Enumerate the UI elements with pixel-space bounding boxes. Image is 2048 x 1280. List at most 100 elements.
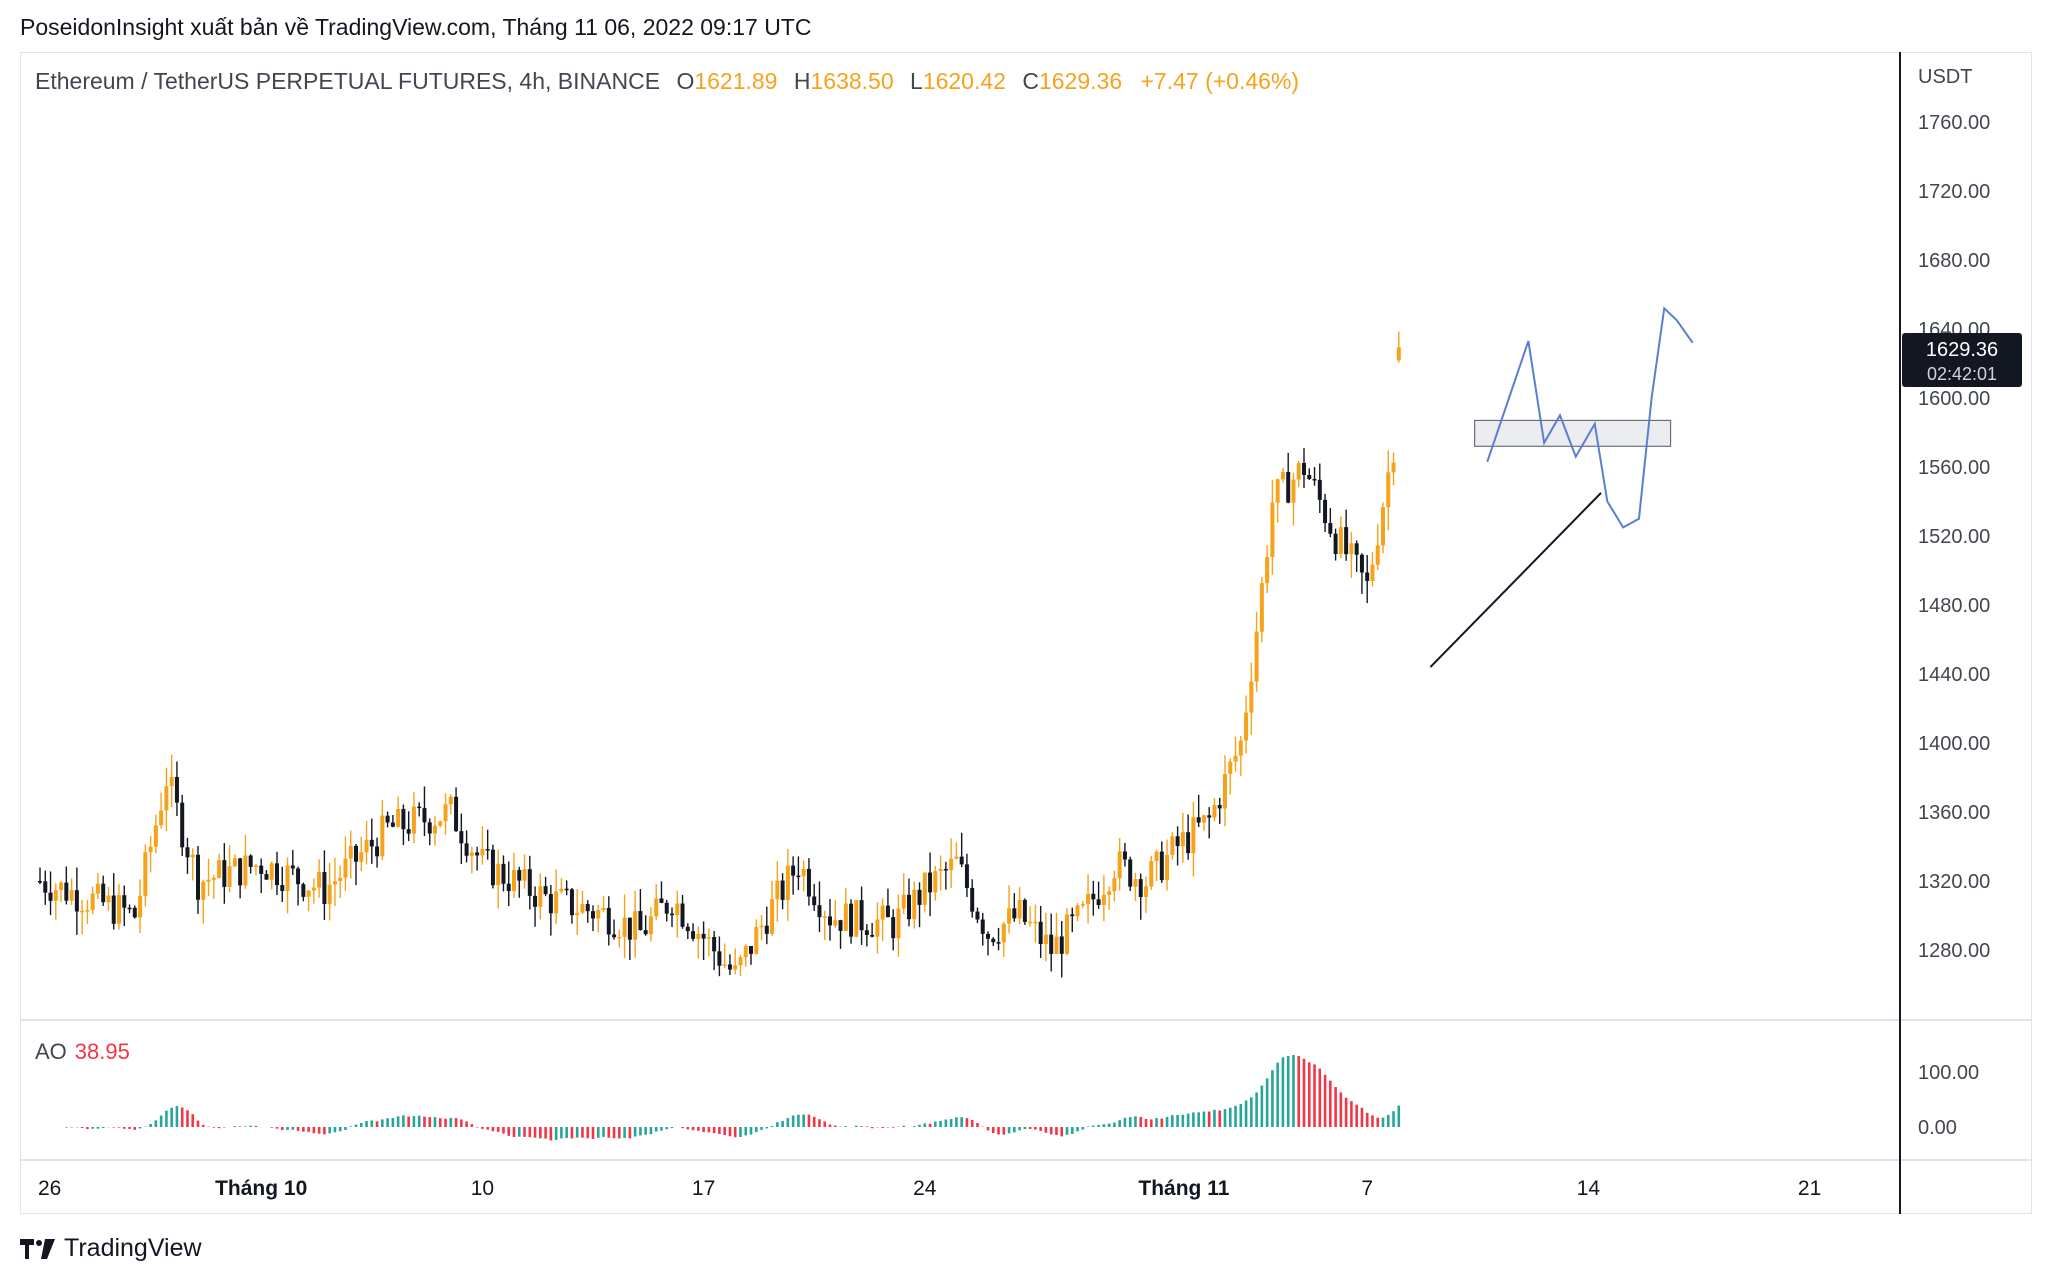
- price-axis: 1760.001720.001680.001640.001600.001560.…: [1918, 112, 1990, 962]
- candle-body: [238, 858, 243, 886]
- candle-body: [1159, 851, 1164, 881]
- candle-body: [459, 831, 464, 844]
- candle-body: [1138, 879, 1143, 897]
- candle-body: [59, 882, 64, 891]
- candle-body: [1217, 805, 1222, 809]
- candle-body: [396, 808, 401, 827]
- candle-body: [1312, 478, 1317, 481]
- candle-body: [933, 871, 938, 893]
- high-value: 1638.50: [810, 68, 894, 94]
- candle-body: [1317, 479, 1322, 500]
- candle-body: [322, 872, 327, 905]
- candle-body: [1391, 462, 1396, 473]
- candle-body: [485, 849, 490, 851]
- candle-body: [253, 865, 258, 868]
- candle-body: [870, 934, 875, 937]
- candle-body: [749, 945, 753, 954]
- ao-tick-label: 0.00: [1918, 1117, 1957, 1139]
- candle-body: [1359, 554, 1364, 573]
- candle-body: [680, 903, 685, 927]
- close-key: C: [1022, 68, 1039, 94]
- candle-body: [1180, 832, 1185, 847]
- candle-body: [1091, 893, 1096, 900]
- candle-body: [1007, 908, 1012, 924]
- candle-body: [364, 839, 369, 853]
- time-tick-label: 14: [1577, 1177, 1601, 1200]
- candle-body: [475, 852, 480, 856]
- candle-body: [907, 894, 911, 920]
- candle-body: [743, 945, 748, 958]
- high-key: H: [793, 68, 811, 94]
- candle-body: [1144, 886, 1148, 897]
- candle-body: [164, 786, 169, 811]
- time-tick-label: 17: [692, 1177, 715, 1200]
- candle-body: [854, 900, 859, 937]
- annotations: [1429, 306, 1694, 668]
- candle-body: [1101, 894, 1106, 905]
- last-price-label: 1629.36: [1926, 339, 1998, 361]
- candle-body: [1043, 934, 1048, 945]
- candle-body: [1333, 533, 1338, 554]
- candle-body: [780, 880, 785, 900]
- candle-body: [417, 806, 422, 809]
- candle-body: [1254, 631, 1259, 682]
- candle-body: [385, 815, 390, 823]
- candle-body: [1154, 851, 1159, 862]
- candle-body: [1175, 836, 1180, 847]
- candle-body: [269, 863, 274, 880]
- candle-body: [338, 877, 343, 882]
- candle-body: [1375, 545, 1380, 565]
- candle-body: [764, 925, 769, 934]
- candle-body: [80, 910, 85, 913]
- candle-body: [1233, 755, 1238, 762]
- candle-body: [612, 934, 617, 938]
- candle-body: [259, 865, 264, 874]
- candle-body: [964, 864, 969, 888]
- candle-body: [74, 890, 79, 912]
- candle-body: [654, 898, 659, 917]
- candle-body: [217, 860, 222, 878]
- candle-body: [285, 865, 290, 892]
- candle-body: [517, 869, 522, 881]
- candle-body: [1244, 712, 1249, 741]
- candle-body: [227, 866, 232, 887]
- candle-body: [427, 822, 432, 834]
- candle-body: [1228, 761, 1233, 774]
- candle-body: [664, 902, 669, 914]
- candle-body: [601, 907, 606, 910]
- price-tick-label: 1560.00: [1918, 457, 1990, 479]
- candle-body: [512, 869, 516, 892]
- time-tick-label: 7: [1361, 1177, 1373, 1200]
- candle-body: [738, 957, 743, 966]
- time-tick-label: 10: [471, 1177, 494, 1200]
- candle-body: [949, 858, 954, 871]
- candle-body: [770, 899, 775, 934]
- candle-body: [791, 865, 796, 876]
- candle-body: [627, 917, 632, 940]
- candle-body: [480, 849, 485, 856]
- candle-body: [1080, 904, 1085, 906]
- candle-body: [1191, 817, 1196, 854]
- candle-body: [38, 881, 42, 883]
- tradingview-logo[interactable]: TradingView: [20, 1234, 202, 1263]
- candle-body: [986, 933, 990, 939]
- candle-body: [1323, 499, 1328, 524]
- candle-body: [1017, 899, 1022, 919]
- candle-body: [996, 942, 1001, 944]
- candle-body: [464, 843, 469, 856]
- candle-body: [959, 856, 964, 865]
- change-value: +7.47 (+0.46%): [1140, 68, 1300, 94]
- candle-body: [722, 964, 727, 966]
- candle-body: [717, 951, 722, 966]
- candle-body: [1107, 891, 1112, 895]
- candle-body: [806, 868, 811, 897]
- candle-body: [174, 776, 179, 803]
- candle-body: [275, 863, 279, 886]
- candle-body: [954, 856, 959, 859]
- candle-body: [812, 896, 817, 906]
- open-key: O: [676, 68, 695, 94]
- candle-body: [1028, 921, 1033, 924]
- symbol-legend: Ethereum / TetherUS PERPETUAL FUTURES, 4…: [35, 68, 1299, 95]
- candle-body: [991, 938, 996, 943]
